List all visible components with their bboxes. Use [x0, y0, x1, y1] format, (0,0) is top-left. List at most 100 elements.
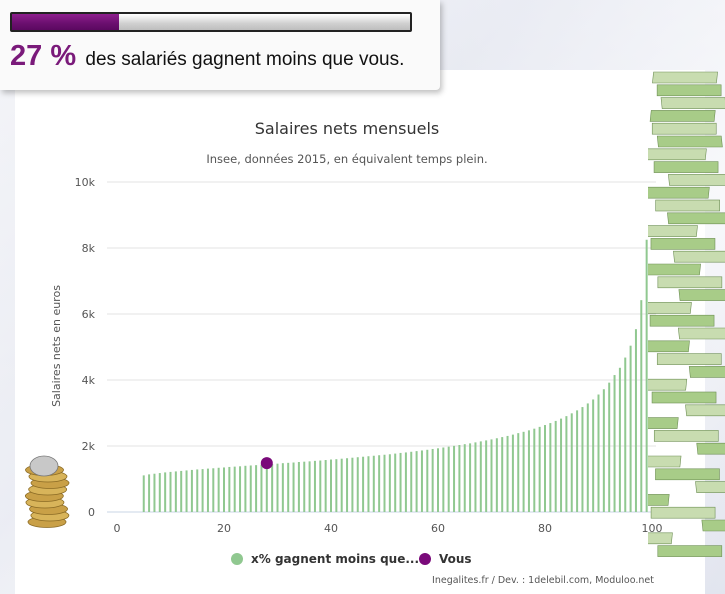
- bar[interactable]: [383, 454, 386, 512]
- bar[interactable]: [351, 457, 354, 512]
- bar[interactable]: [517, 433, 520, 512]
- legend-you-swatch[interactable]: [419, 553, 431, 565]
- bar[interactable]: [581, 407, 584, 512]
- bar[interactable]: [148, 474, 151, 512]
- bar[interactable]: [212, 468, 215, 512]
- bar[interactable]: [640, 300, 643, 512]
- bar[interactable]: [463, 444, 466, 512]
- bar[interactable]: [142, 475, 145, 512]
- bar[interactable]: [196, 469, 199, 512]
- bar[interactable]: [308, 461, 311, 512]
- bar[interactable]: [265, 464, 268, 512]
- bar[interactable]: [437, 448, 439, 512]
- bar[interactable]: [233, 466, 236, 512]
- bar[interactable]: [506, 435, 509, 512]
- bar[interactable]: [362, 456, 365, 512]
- credits[interactable]: Inegalites.fr / Dev. : 1delebil.com, Mod…: [432, 575, 654, 586]
- bar[interactable]: [458, 445, 461, 512]
- bar[interactable]: [335, 459, 338, 512]
- bar[interactable]: [276, 463, 279, 512]
- bar[interactable]: [629, 345, 632, 512]
- bar[interactable]: [426, 449, 429, 512]
- bar[interactable]: [217, 467, 220, 512]
- bar[interactable]: [420, 450, 423, 512]
- bar[interactable]: [624, 357, 627, 512]
- bar[interactable]: [490, 439, 493, 512]
- bar[interactable]: [576, 410, 579, 512]
- bar[interactable]: [356, 457, 359, 512]
- bar[interactable]: [415, 451, 418, 512]
- bar[interactable]: [244, 465, 247, 512]
- legend-bars-swatch[interactable]: [231, 553, 243, 565]
- bar[interactable]: [255, 465, 258, 512]
- bar[interactable]: [410, 451, 413, 512]
- bar[interactable]: [330, 459, 332, 512]
- bar[interactable]: [570, 413, 573, 512]
- bar[interactable]: [442, 447, 445, 512]
- bar[interactable]: [586, 403, 589, 512]
- bar[interactable]: [565, 416, 568, 512]
- bar[interactable]: [613, 375, 616, 512]
- bar[interactable]: [249, 465, 252, 512]
- bar[interactable]: [404, 452, 407, 512]
- bar[interactable]: [319, 460, 322, 512]
- bar[interactable]: [495, 438, 498, 512]
- bar[interactable]: [447, 446, 450, 512]
- bar[interactable]: [260, 464, 263, 512]
- bar[interactable]: [533, 428, 536, 512]
- bar[interactable]: [180, 470, 183, 512]
- bar[interactable]: [645, 239, 648, 512]
- bar[interactable]: [388, 454, 391, 512]
- bar[interactable]: [153, 473, 156, 512]
- bar[interactable]: [549, 423, 552, 512]
- bar[interactable]: [223, 467, 225, 512]
- bar[interactable]: [544, 425, 546, 512]
- bar[interactable]: [303, 461, 306, 512]
- bar[interactable]: [346, 458, 349, 512]
- bar[interactable]: [485, 440, 488, 512]
- bar[interactable]: [185, 470, 188, 512]
- legend-bars-label[interactable]: x% gagnent moins que...: [251, 552, 419, 566]
- bar[interactable]: [597, 394, 600, 512]
- bar[interactable]: [367, 456, 370, 512]
- bar[interactable]: [378, 455, 381, 512]
- bar[interactable]: [522, 431, 525, 512]
- bar[interactable]: [399, 452, 402, 512]
- bar[interactable]: [206, 468, 209, 512]
- legend-you-label[interactable]: Vous: [439, 552, 472, 566]
- bar[interactable]: [453, 445, 456, 512]
- bar[interactable]: [511, 434, 514, 512]
- bar[interactable]: [271, 463, 274, 512]
- bar[interactable]: [602, 389, 605, 512]
- bar[interactable]: [340, 458, 343, 512]
- bar[interactable]: [287, 462, 290, 512]
- bar[interactable]: [169, 471, 172, 512]
- bar[interactable]: [313, 460, 316, 512]
- you-marker[interactable]: [260, 457, 273, 470]
- bar[interactable]: [228, 466, 231, 512]
- bar[interactable]: [239, 466, 242, 512]
- bar[interactable]: [474, 442, 477, 512]
- bar[interactable]: [560, 418, 563, 512]
- bar[interactable]: [324, 460, 327, 512]
- bar[interactable]: [634, 329, 637, 512]
- bar[interactable]: [164, 472, 167, 512]
- bar[interactable]: [469, 443, 472, 512]
- bar[interactable]: [527, 430, 530, 512]
- bar[interactable]: [174, 471, 177, 512]
- bar[interactable]: [297, 462, 300, 512]
- bar[interactable]: [431, 448, 434, 512]
- bar[interactable]: [158, 473, 161, 512]
- bar[interactable]: [479, 441, 482, 512]
- bar[interactable]: [618, 367, 621, 512]
- bar[interactable]: [592, 399, 595, 512]
- bar[interactable]: [501, 437, 504, 512]
- bar[interactable]: [554, 420, 557, 512]
- bar[interactable]: [292, 462, 295, 513]
- bar[interactable]: [608, 382, 611, 512]
- bar[interactable]: [201, 469, 204, 512]
- bar[interactable]: [372, 455, 375, 512]
- bar[interactable]: [394, 453, 397, 512]
- bar[interactable]: [281, 463, 284, 512]
- bar[interactable]: [190, 469, 193, 512]
